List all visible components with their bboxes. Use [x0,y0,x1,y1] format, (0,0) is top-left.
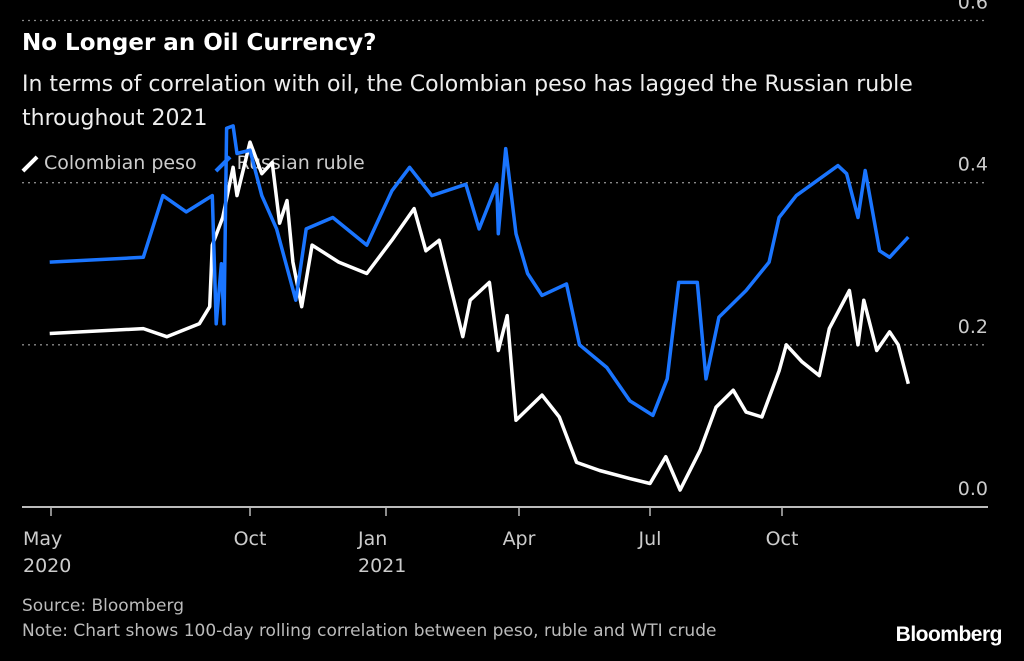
x-tick-label: Jul [638,528,662,550]
x-tick-label: Apr [503,528,536,550]
legend-item-peso: Colombian peso [22,152,197,174]
y-tick-label: 0.4 [958,154,988,176]
x-tick-label: Jan [357,528,387,550]
x-tick-label: May [23,528,62,550]
y-tick-label: 0.0 [958,478,988,500]
y-tick-label: 0.2 [958,316,988,338]
chart-title: No Longer an Oil Currency? [22,30,377,56]
chart-subtitle: In terms of correlation with oil, the Co… [22,72,913,131]
bloomberg-logo: Bloomberg [895,623,1003,646]
source-note: Source: Bloomberg [22,596,184,616]
x-tick-sublabel: 2021 [358,555,406,577]
y-tick-label: 0.6 [958,0,988,14]
x-tick-sublabel: 2020 [23,555,71,577]
series-line-colombian-peso [49,140,910,492]
series-line-russian-ruble [49,124,910,418]
legend-label-peso: Colombian peso [44,152,197,174]
chart-note: Note: Chart shows 100-day rolling correl… [22,621,717,641]
x-tick-label: Oct [766,528,799,550]
x-tick-label: Oct [234,528,267,550]
